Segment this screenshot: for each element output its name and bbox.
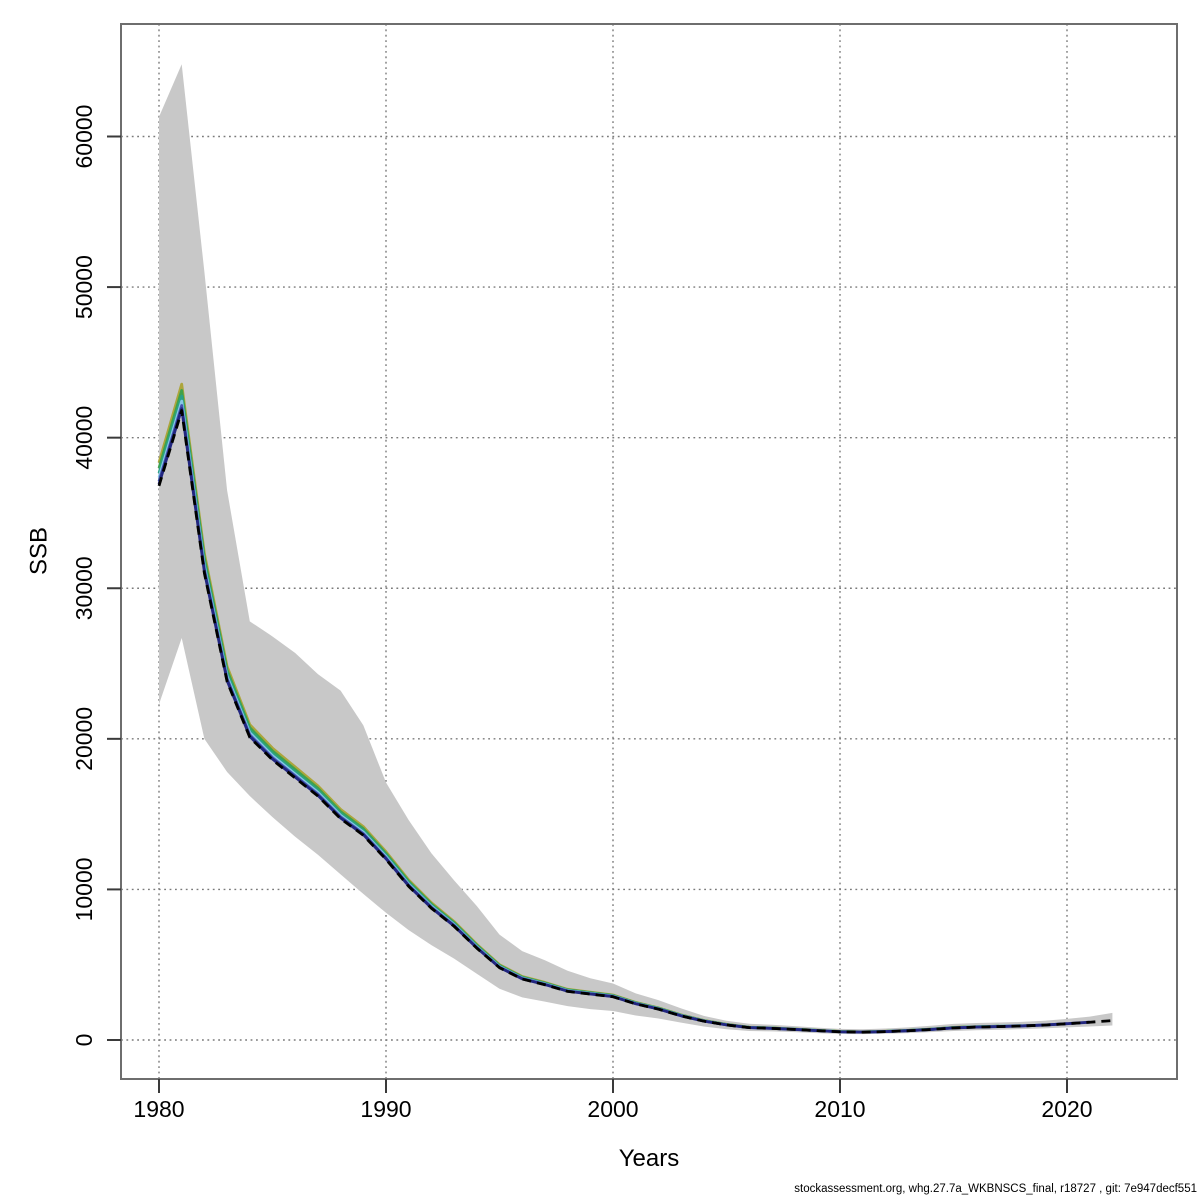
y-tick-label: 50000 <box>71 255 97 319</box>
y-tick-label: 30000 <box>71 556 97 620</box>
source-caption: stockassessment.org, whg.27.7a_WKBNSCS_f… <box>794 1183 1197 1195</box>
x-tick-label: 2020 <box>1041 1096 1092 1122</box>
y-tick-label: 0 <box>71 1034 97 1047</box>
confidence-band <box>159 64 1113 1035</box>
x-tick-label: 1980 <box>133 1096 184 1122</box>
x-tick-label: 2000 <box>587 1096 638 1122</box>
y-axis-title: SSB <box>25 527 52 575</box>
y-tick-label: 20000 <box>71 707 97 771</box>
x-tick-label: 1990 <box>360 1096 411 1122</box>
y-tick-label: 40000 <box>71 406 97 470</box>
plot-frame <box>120 23 1178 1080</box>
y-tick-label: 60000 <box>71 105 97 169</box>
y-tick-label: 10000 <box>71 857 97 921</box>
x-tick-label: 2010 <box>814 1096 865 1122</box>
x-axis-title: Years <box>619 1145 680 1172</box>
base-run-line <box>157 409 1113 1034</box>
plot-layer: 1980 1990 2000 2010 2020 0 10000 20000 30000 4000… <box>71 23 1178 1122</box>
